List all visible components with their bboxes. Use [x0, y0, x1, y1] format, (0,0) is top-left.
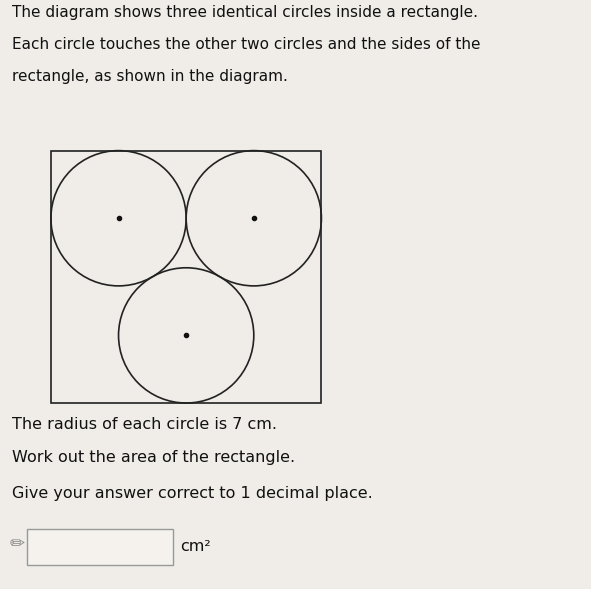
Text: cm²: cm² [181, 539, 211, 554]
FancyBboxPatch shape [27, 529, 173, 565]
Text: The radius of each circle is 7 cm.: The radius of each circle is 7 cm. [12, 416, 277, 432]
Text: rectangle, as shown in the diagram.: rectangle, as shown in the diagram. [12, 69, 288, 84]
Text: Give your answer correct to 1 decimal place.: Give your answer correct to 1 decimal pl… [12, 485, 372, 501]
Text: Each circle touches the other two circles and the sides of the: Each circle touches the other two circle… [12, 37, 480, 52]
Text: The diagram shows three identical circles inside a rectangle.: The diagram shows three identical circle… [12, 5, 478, 20]
Text: ✏: ✏ [9, 535, 25, 553]
Text: Work out the area of the rectangle.: Work out the area of the rectangle. [12, 450, 295, 465]
